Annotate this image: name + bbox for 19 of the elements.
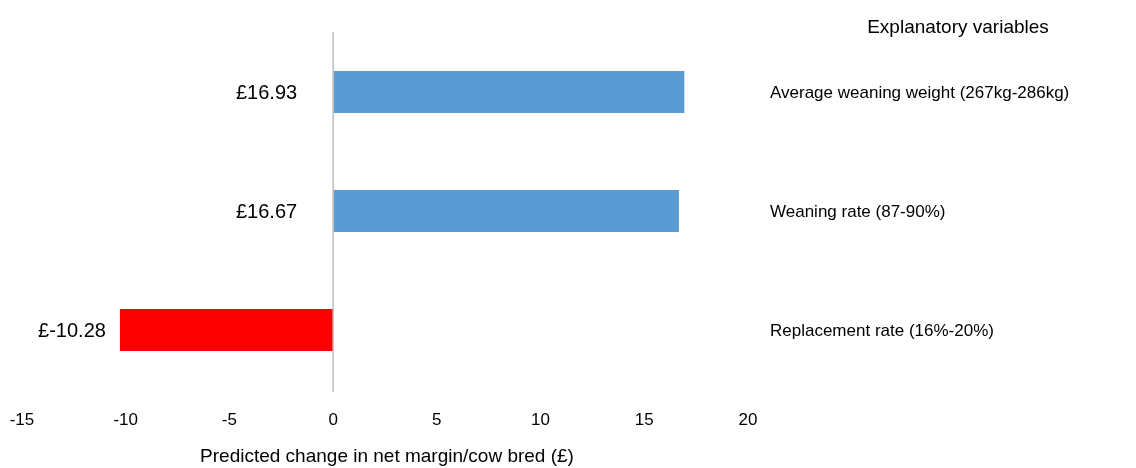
y-axis-title: Explanatory variables	[867, 16, 1049, 37]
x-tick-label: 20	[738, 410, 758, 429]
x-tick-label: 5	[432, 410, 442, 429]
data-label: £16.93	[235, 81, 298, 103]
x-tick-label: 10	[531, 410, 551, 429]
y-tick-label: Replacement rate (16%-20%)	[770, 321, 994, 340]
data-label: £16.67	[235, 200, 298, 222]
x-tick-label: -10	[113, 410, 138, 429]
data-label: £-10.28	[38, 319, 106, 341]
x-tick-label: 15	[634, 410, 654, 429]
y-tick-label: Average weaning weight (267kg-286kg)	[770, 83, 1070, 102]
x-tick-label: 0	[328, 410, 338, 429]
bar	[333, 190, 679, 232]
x-axis-title: Predicted change in net margin/cow bred (£)	[200, 445, 574, 466]
bar	[333, 71, 685, 113]
x-tick-label: -15	[9, 410, 35, 429]
y-tick-label: Weaning rate (87-90%)	[770, 202, 946, 221]
bar	[119, 309, 334, 351]
x-tick-label: -5	[221, 410, 237, 429]
